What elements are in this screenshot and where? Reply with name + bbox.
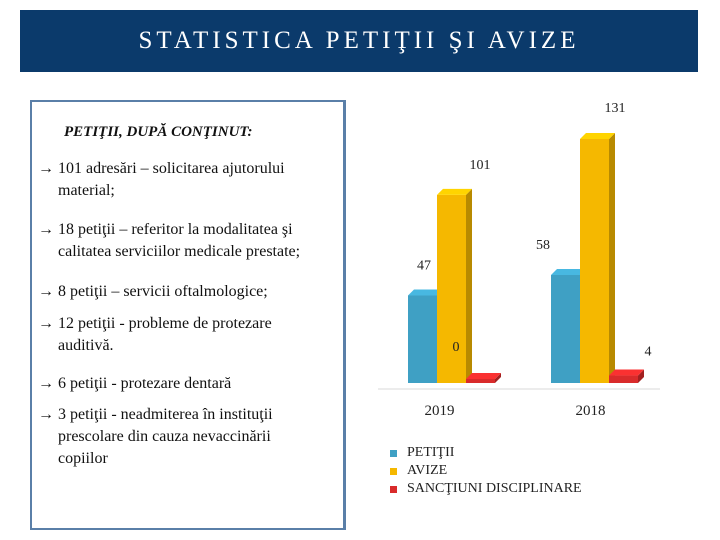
arrow-icon: →	[38, 406, 54, 423]
legend-label: SANCŢIUNI DISCIPLINARE	[407, 481, 582, 496]
legend-swatch	[390, 450, 397, 457]
item-line: material;	[58, 182, 115, 199]
bar-2018-2	[580, 133, 615, 383]
page-title: STATISTICA PETIŢII ŞI AVIZE	[138, 27, 580, 54]
data-label: 131	[605, 101, 626, 116]
item-line: calitatea serviciilor medicale prestate;	[58, 243, 301, 260]
item-line: auditivă.	[58, 337, 114, 354]
arrow-icon: →	[38, 283, 54, 300]
item-line: copiilor	[58, 450, 108, 467]
legend-swatch	[390, 468, 397, 475]
content-item-6: → 3 petiţii - neadmiterea în instituţii p…	[38, 404, 338, 470]
content-item-5: → 6 petiţii - protezare dentară	[38, 373, 338, 395]
item-line: 101 adresări – solicitarea ajutorului	[58, 160, 285, 177]
data-label: 101	[470, 158, 491, 173]
content-item-2: → 18 petiţii – referitor la modalitatea ş…	[38, 219, 338, 263]
data-label: 47	[417, 258, 431, 273]
item-line: 18 petiţii – referitor la modalitatea şi	[58, 221, 293, 238]
arrow-icon: →	[38, 375, 54, 392]
arrow-icon: →	[38, 315, 54, 332]
content-item-1: → 101 adresări – solicitarea ajutorului m…	[38, 158, 338, 202]
content-item-3: → 8 petiţii – servicii oftalmologice;	[38, 281, 338, 303]
item-line: 3 petiţii - neadmiterea în instituţii	[58, 406, 273, 423]
category-label: 2019	[425, 403, 455, 419]
bar-2018-3	[609, 369, 644, 383]
data-label: 58	[536, 238, 550, 253]
data-label: 0	[453, 340, 460, 355]
content-heading: PETIŢII, DUPĂ CONŢINUT:	[64, 124, 253, 140]
content-item-4: → 12 petiţii - probleme de protezare audi…	[38, 313, 338, 357]
legend-label: PETIŢII	[407, 445, 455, 460]
arrow-icon: →	[38, 160, 54, 177]
content-box: PETIŢII, DUPĂ CONŢINUT: → 101 adresări – …	[30, 100, 346, 530]
item-line: 12 petiţii - probleme de protezare	[58, 315, 272, 332]
bar-2019-3	[466, 373, 501, 383]
bar-2019-2	[437, 188, 472, 383]
item-line: 6 petiţii - protezare dentară	[58, 375, 232, 392]
category-label: 2018	[576, 403, 606, 419]
item-line: prescolare din cauza nevaccinării	[58, 428, 271, 445]
data-label: 4	[645, 345, 652, 360]
legend-swatch	[390, 486, 397, 493]
bar-chart: 47 101 0 2019 58 131 4 2018	[378, 101, 660, 419]
arrow-icon: →	[38, 221, 54, 238]
legend-label: AVIZE	[407, 463, 448, 478]
title-bar: STATISTICA PETIŢII ŞI AVIZE	[20, 10, 698, 72]
item-line: 8 petiţii – servicii oftalmologice;	[58, 283, 268, 300]
